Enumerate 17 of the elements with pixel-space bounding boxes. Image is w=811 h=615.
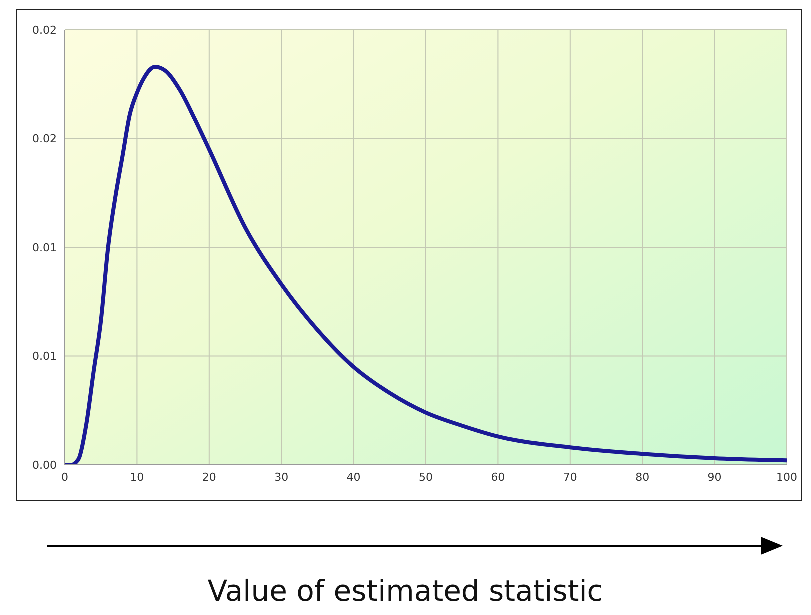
x-tick-label: 10 [130,470,144,484]
x-tick-label: 50 [419,470,433,484]
y-tick-label: 0.02 [32,132,57,146]
x-tick-label: 80 [636,470,650,484]
x-tick-label: 60 [491,470,506,484]
y-tick-label: 0.01 [32,350,57,364]
x-tick-label: 20 [202,470,216,484]
x-tick-label: 40 [346,470,361,484]
x-tick-label: 30 [274,470,289,484]
y-tick-label: 0.01 [32,241,57,254]
x-tick-label: 70 [563,470,578,484]
x-tick-label: 90 [708,470,722,484]
x-tick-label: 100 [776,470,798,484]
x-axis-title: Value of estimated statistic [206,574,604,608]
y-tick-label: 0.00 [32,458,57,472]
y-tick-label: 0.02 [32,24,57,37]
x-tick-label: 0 [62,470,68,484]
